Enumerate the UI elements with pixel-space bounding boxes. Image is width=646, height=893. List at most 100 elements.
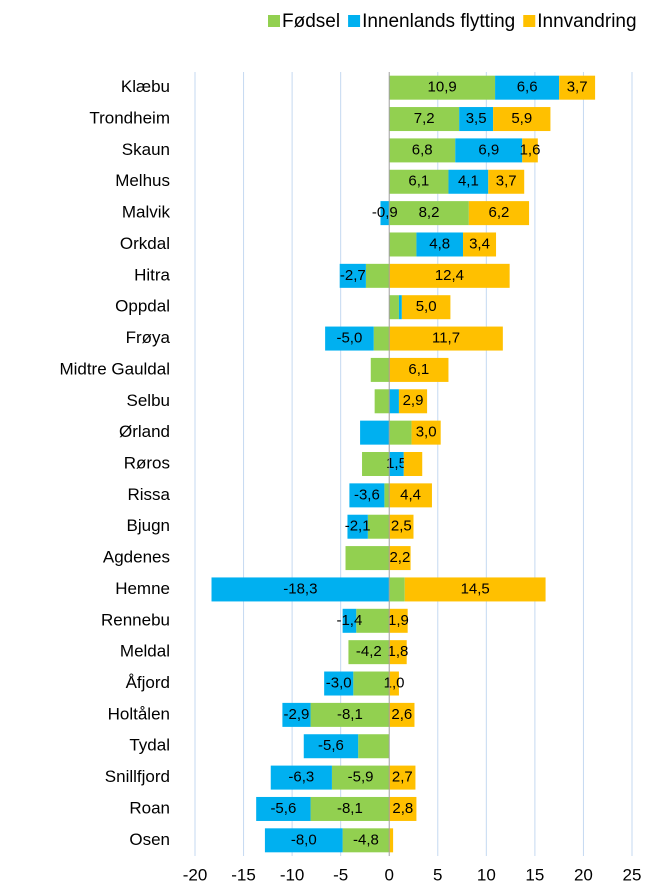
bar-segment xyxy=(389,138,456,163)
bar-segment xyxy=(303,734,359,759)
bar-segment xyxy=(389,75,496,100)
y-tick-label: Skaun xyxy=(122,140,170,159)
data-label: 5,9 xyxy=(511,110,532,127)
y-tick-label: Tydal xyxy=(129,736,170,755)
bar-segment xyxy=(389,796,417,821)
bar-segment xyxy=(365,263,390,288)
bar-segment xyxy=(264,828,343,853)
bar-segment xyxy=(389,577,405,602)
data-label: 2,7 xyxy=(392,769,413,786)
y-tick-label: Osen xyxy=(129,830,170,849)
bar-segment xyxy=(459,107,494,132)
bar-segment xyxy=(389,420,412,445)
bar-segment xyxy=(270,765,332,790)
data-label: -2,1 xyxy=(345,518,371,535)
data-label: 2,2 xyxy=(389,549,410,566)
data-label: 6,6 xyxy=(517,79,538,96)
data-label: 1,5 xyxy=(386,455,407,472)
bar-segment xyxy=(345,546,390,571)
legend-swatch xyxy=(348,15,361,27)
y-tick-label: Meldal xyxy=(120,642,170,661)
x-tick-label: 0 xyxy=(384,865,393,884)
bar-segment xyxy=(389,828,394,853)
y-tick-label: Oppdal xyxy=(115,297,170,316)
data-label: 2,8 xyxy=(392,800,413,817)
bar-segment xyxy=(389,232,417,257)
bar-segment xyxy=(389,452,404,476)
data-label: 7,2 xyxy=(414,110,435,127)
data-label: 10,9 xyxy=(428,79,457,96)
bar-segment xyxy=(389,107,460,132)
bar-segment xyxy=(356,608,390,633)
bar-segment xyxy=(353,671,390,696)
x-tick-label: 15 xyxy=(525,865,544,884)
y-tick-label: Orkdal xyxy=(120,234,170,253)
data-label: 3,7 xyxy=(496,173,517,190)
bar-segment xyxy=(389,357,449,382)
bar-segment xyxy=(401,295,451,320)
x-tick-label: 20 xyxy=(574,865,593,884)
bar-segment xyxy=(488,169,525,194)
data-label: 1,0 xyxy=(384,674,405,691)
data-label: -8,1 xyxy=(337,800,363,817)
bar-segment xyxy=(455,138,523,163)
bar-segment xyxy=(389,608,408,633)
bar-segment xyxy=(384,483,390,508)
x-tick-label: -15 xyxy=(231,865,256,884)
legend-label: Innvandring xyxy=(537,11,636,32)
y-tick-label: Røros xyxy=(124,453,170,472)
y-tick-label: Rennebu xyxy=(101,610,170,629)
data-label: -2,9 xyxy=(284,706,310,723)
data-label: 6,9 xyxy=(478,141,499,158)
bar-segment xyxy=(522,138,538,163)
bar-segment xyxy=(367,514,390,539)
data-label: 6,1 xyxy=(408,173,429,190)
data-label: 4,1 xyxy=(458,173,479,190)
bar-segment xyxy=(403,452,423,476)
data-label: 14,5 xyxy=(461,580,490,597)
bar-segment xyxy=(360,420,390,445)
data-label: 4,8 xyxy=(429,235,450,252)
y-tick-label: Hemne xyxy=(115,579,170,598)
data-label: -4,8 xyxy=(353,831,379,848)
data-label: 3,5 xyxy=(466,110,487,127)
data-label: 5,0 xyxy=(416,298,437,315)
y-tick-label: Åfjord xyxy=(126,673,170,692)
bar-segment xyxy=(348,640,390,665)
bar-segment xyxy=(448,169,489,194)
data-label: 3,4 xyxy=(469,235,490,252)
data-label: -5,0 xyxy=(336,330,362,347)
legend-label: Fødsel xyxy=(282,11,340,32)
data-label: 4,4 xyxy=(400,486,421,503)
bar-segment xyxy=(389,295,399,320)
bar-segment xyxy=(389,201,469,226)
data-label: -5,6 xyxy=(318,737,344,754)
data-label: 8,2 xyxy=(419,204,440,221)
bar-segment xyxy=(411,420,441,445)
data-label: -4,2 xyxy=(356,643,382,660)
y-tick-label: Klæbu xyxy=(121,77,170,96)
data-label: 2,6 xyxy=(391,706,412,723)
y-tick-label: Frøya xyxy=(126,328,171,347)
y-tick-label: Melhus xyxy=(115,171,170,190)
bar-segment xyxy=(342,828,390,853)
y-tick-label: Selbu xyxy=(127,391,170,410)
bar-segment xyxy=(389,483,432,508)
bar-segment xyxy=(389,169,449,194)
bar-segment xyxy=(389,765,416,790)
y-tick-label: Malvik xyxy=(122,203,171,222)
x-tick-label: -10 xyxy=(280,865,305,884)
data-label: -2,7 xyxy=(340,267,366,284)
bar-segment xyxy=(559,75,596,100)
x-tick-label: -5 xyxy=(333,865,348,884)
bar-segment xyxy=(310,702,390,727)
data-label: -0,9 xyxy=(372,204,398,221)
bar-segment xyxy=(370,357,390,382)
bar-segment xyxy=(374,389,390,414)
data-label: -5,6 xyxy=(270,800,296,817)
bar-segment xyxy=(389,514,414,539)
bar-segment xyxy=(468,201,530,226)
y-tick-label: Snillfjord xyxy=(105,767,170,786)
data-label: -6,3 xyxy=(288,769,314,786)
